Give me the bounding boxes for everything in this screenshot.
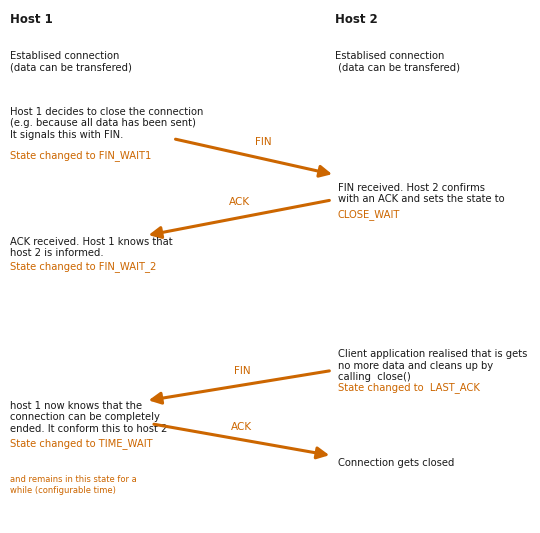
Text: FIN received. Host 2 confirms
with an ACK and sets the state to: FIN received. Host 2 confirms with an AC… [338,183,504,205]
Text: ACK: ACK [231,422,253,432]
Text: State changed to FIN_WAIT1: State changed to FIN_WAIT1 [10,150,151,161]
Text: host 1 now knows that the
connection can be completely
ended. It conform this to: host 1 now knows that the connection can… [10,401,167,434]
Text: and remains in this state for a
while (configurable time): and remains in this state for a while (c… [10,475,137,495]
Text: Host 2: Host 2 [335,13,377,26]
Text: Client application realised that is gets
no more data and cleans up by
calling  : Client application realised that is gets… [338,349,527,382]
Text: State changed to  LAST_ACK: State changed to LAST_ACK [338,382,480,393]
Text: ACK: ACK [229,197,251,207]
Text: FIN: FIN [234,366,250,376]
Text: Host 1 decides to close the connection
(e.g. because all data has been sent)
It : Host 1 decides to close the connection (… [10,107,203,140]
Text: State changed to FIN_WAIT_2: State changed to FIN_WAIT_2 [10,261,156,272]
Text: Host 1: Host 1 [10,13,52,26]
Text: Establised connection
(data can be transfered): Establised connection (data can be trans… [10,51,132,72]
Text: Connection gets closed: Connection gets closed [338,458,454,469]
Text: Establised connection
 (data can be transfered): Establised connection (data can be trans… [335,51,460,72]
Text: FIN: FIN [255,136,271,147]
Text: CLOSE_WAIT: CLOSE_WAIT [338,209,400,220]
Text: State changed to TIME_WAIT: State changed to TIME_WAIT [10,438,152,449]
Text: ACK received. Host 1 knows that
host 2 is informed.: ACK received. Host 1 knows that host 2 i… [10,237,172,259]
